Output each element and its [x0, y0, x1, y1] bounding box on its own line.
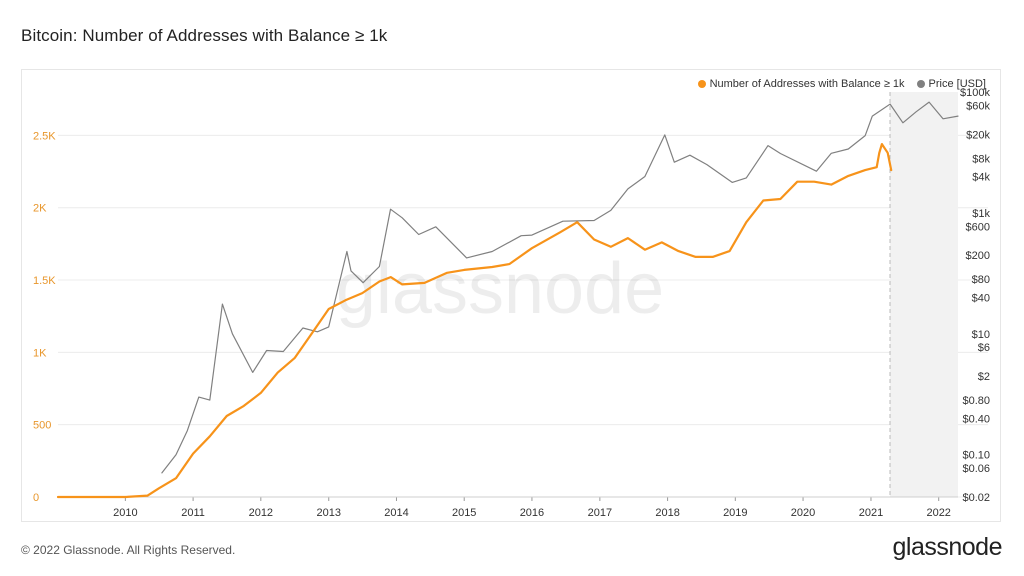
- legend-item-addresses[interactable]: Number of Addresses with Balance ≥ 1k: [697, 78, 905, 90]
- y-right-tick-label: $20k: [966, 129, 990, 141]
- y-left-tick-label: 0: [33, 492, 39, 504]
- x-tick-label: 2017: [588, 507, 612, 519]
- y-right-tick-label: $60k: [966, 100, 990, 112]
- chart-title: Bitcoin: Number of Addresses with Balanc…: [21, 26, 388, 45]
- y-right-tick-label: $0.06: [962, 463, 990, 475]
- y-right-tick-label: $2: [978, 371, 990, 383]
- legend-label-price: Price [USD]: [928, 78, 986, 90]
- x-tick-label: 2022: [926, 507, 950, 519]
- x-tick-label: 2011: [181, 507, 205, 519]
- chart-panel: [21, 69, 1001, 522]
- y-right-tick-label: $10: [972, 329, 990, 341]
- y-right-tick-label: $100k: [960, 87, 990, 99]
- y-left-tick-label: 1K: [33, 347, 47, 359]
- legend-item-price[interactable]: Price [USD]: [916, 78, 986, 90]
- y-right-tick-label: $1k: [972, 208, 990, 220]
- x-tick-label: 2010: [113, 507, 137, 519]
- series-addresses: [56, 143, 893, 499]
- y-right-tick-label: $6: [978, 342, 990, 354]
- y-right-tick-label: $0.02: [962, 492, 990, 504]
- y-axis-right: $0.02 $0.06$0.10 $0.40 $0.80 $2 $6$10 $40 $80 $2…: [960, 87, 990, 504]
- copyright-text: © 2022 Glassnode. All Rights Reserved.: [21, 543, 236, 557]
- x-tick-label: 2021: [859, 507, 883, 519]
- y-right-tick-label: $4k: [972, 172, 990, 184]
- x-tick-label: 2014: [384, 507, 408, 519]
- x-tick-label: 2016: [520, 507, 544, 519]
- x-axis: 2010 2011 2012 2013 2014 2015 2016 2017 2018 2019…: [58, 496, 958, 519]
- recent-period-shade: [890, 92, 958, 497]
- chart-legend: Number of Addresses with Balance ≥ 1k Pr…: [697, 78, 986, 90]
- y-left-tick-label: 2.5K: [33, 130, 56, 142]
- x-tick-label: 2018: [655, 507, 679, 519]
- y-right-tick-label: $80: [972, 274, 990, 286]
- legend-dot-price: [916, 80, 925, 88]
- y-axis-left: 0 500 1K 1.5K 2K 2.5K: [33, 130, 56, 504]
- series-addr-line: [56, 143, 893, 499]
- x-tick-label: 2015: [452, 507, 476, 519]
- y-right-tick-label: $200: [966, 250, 990, 262]
- y-right-tick-label: $8k: [972, 153, 990, 165]
- y-right-tick-label: $0.80: [962, 395, 990, 407]
- y-right-tick-label: $600: [966, 221, 990, 233]
- y-left-tick-label: 2K: [33, 203, 47, 215]
- y-left-tick-label: 500: [33, 420, 51, 432]
- x-tick-label: 2013: [317, 507, 341, 519]
- y-left-tick-label: 1.5K: [33, 275, 56, 287]
- x-tick-label: 2020: [791, 507, 815, 519]
- watermark-text: glassnode: [336, 249, 664, 329]
- legend-dot-addresses: [697, 80, 706, 88]
- y-right-tick-label: $0.10: [962, 450, 990, 462]
- y-right-tick-label: $40: [972, 292, 990, 304]
- legend-label-addresses: Number of Addresses with Balance ≥ 1k: [709, 78, 905, 90]
- series-price: [161, 101, 959, 474]
- x-tick-label: 2019: [723, 507, 747, 519]
- grid-lines: [58, 134, 988, 498]
- series-price-line: [161, 101, 959, 474]
- brand-logo: glassnode: [892, 533, 1003, 561]
- y-right-tick-label: $0.40: [962, 413, 990, 425]
- x-tick-label: 2012: [249, 507, 273, 519]
